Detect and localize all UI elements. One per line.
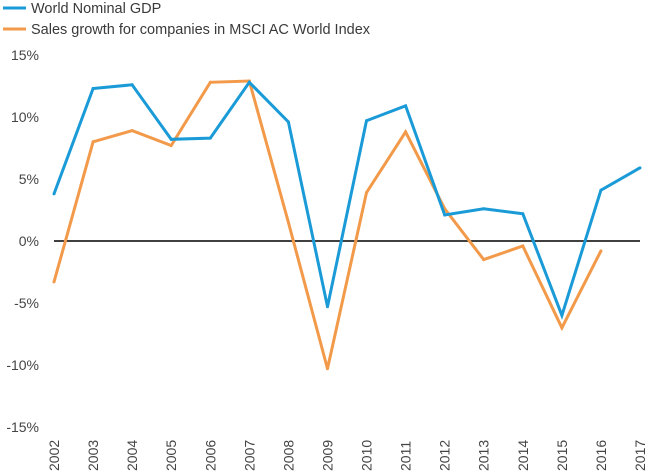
x-tick-label: 2013 (476, 440, 492, 471)
series-1-point (521, 212, 525, 216)
legend-label-1: World Nominal GDP (31, 1, 161, 17)
series-1-point (130, 83, 134, 87)
series-2-point (52, 280, 56, 284)
x-tick-label: 2004 (124, 440, 140, 471)
x-tick-label: 2015 (554, 440, 570, 471)
series-1-point (91, 86, 95, 90)
series-line-1 (52, 79, 641, 320)
series-line-2 (52, 79, 603, 370)
series-1-point (286, 120, 290, 124)
x-tick-label: 2009 (319, 440, 335, 471)
legend: World Nominal GDP Sales growth for compan… (3, 1, 371, 38)
series-2-point (169, 144, 173, 148)
series-2-point (404, 130, 408, 134)
series-2-point (130, 129, 134, 133)
y-tick-label: -5% (14, 295, 39, 311)
series-2-point (91, 140, 95, 144)
x-tick-label: 2014 (515, 440, 531, 471)
series-1-point (365, 119, 369, 123)
x-tick-label: 2016 (593, 440, 609, 471)
series-group (52, 79, 642, 371)
series-2-point (482, 258, 486, 262)
x-tick-label: 2008 (280, 440, 296, 471)
series-1-point (638, 166, 642, 170)
y-tick-label: -10% (6, 357, 39, 373)
x-tick-label: 2005 (163, 440, 179, 471)
series-1-point (482, 207, 486, 211)
series-1-point (443, 213, 447, 217)
series-2-point (365, 191, 369, 195)
x-tick-label: 2006 (202, 440, 218, 471)
series-1-point (599, 188, 603, 192)
series-2-point (599, 249, 603, 253)
x-tick-label: 2011 (398, 441, 414, 471)
y-tick-label: -15% (6, 419, 39, 435)
series-2-point (286, 220, 290, 224)
series-1-point (560, 313, 564, 317)
x-tick-label: 2003 (85, 440, 101, 471)
y-tick-label: 5% (19, 171, 39, 187)
x-tick-label: 2007 (241, 440, 257, 471)
x-axis: 2002 2003 2004 2005 2006 2007 2008 2009 2010 2011… (46, 440, 648, 471)
y-tick-label: 15% (11, 47, 39, 63)
series-1-point (247, 80, 251, 84)
x-tick-label: 2012 (437, 440, 453, 471)
series-2-point (325, 367, 329, 371)
series-1-point (325, 305, 329, 309)
series-2-point (521, 244, 525, 248)
series-1-point (404, 104, 408, 108)
series-1-point (52, 192, 56, 196)
series-1-point (169, 137, 173, 141)
x-tick-label: 2010 (359, 440, 375, 471)
series-1-point (208, 136, 212, 140)
x-tick-label: 2017 (632, 440, 648, 471)
series-2-point (208, 80, 212, 84)
y-axis: 15% 10% 5% 0% -5% -10% -15% (6, 47, 39, 435)
x-tick-label: 2002 (46, 440, 62, 471)
y-tick-label: 0% (19, 233, 39, 249)
series-2-point (560, 326, 564, 330)
y-tick-label: 10% (11, 109, 39, 125)
legend-label-2: Sales growth for companies in MSCI AC Wo… (31, 22, 371, 38)
